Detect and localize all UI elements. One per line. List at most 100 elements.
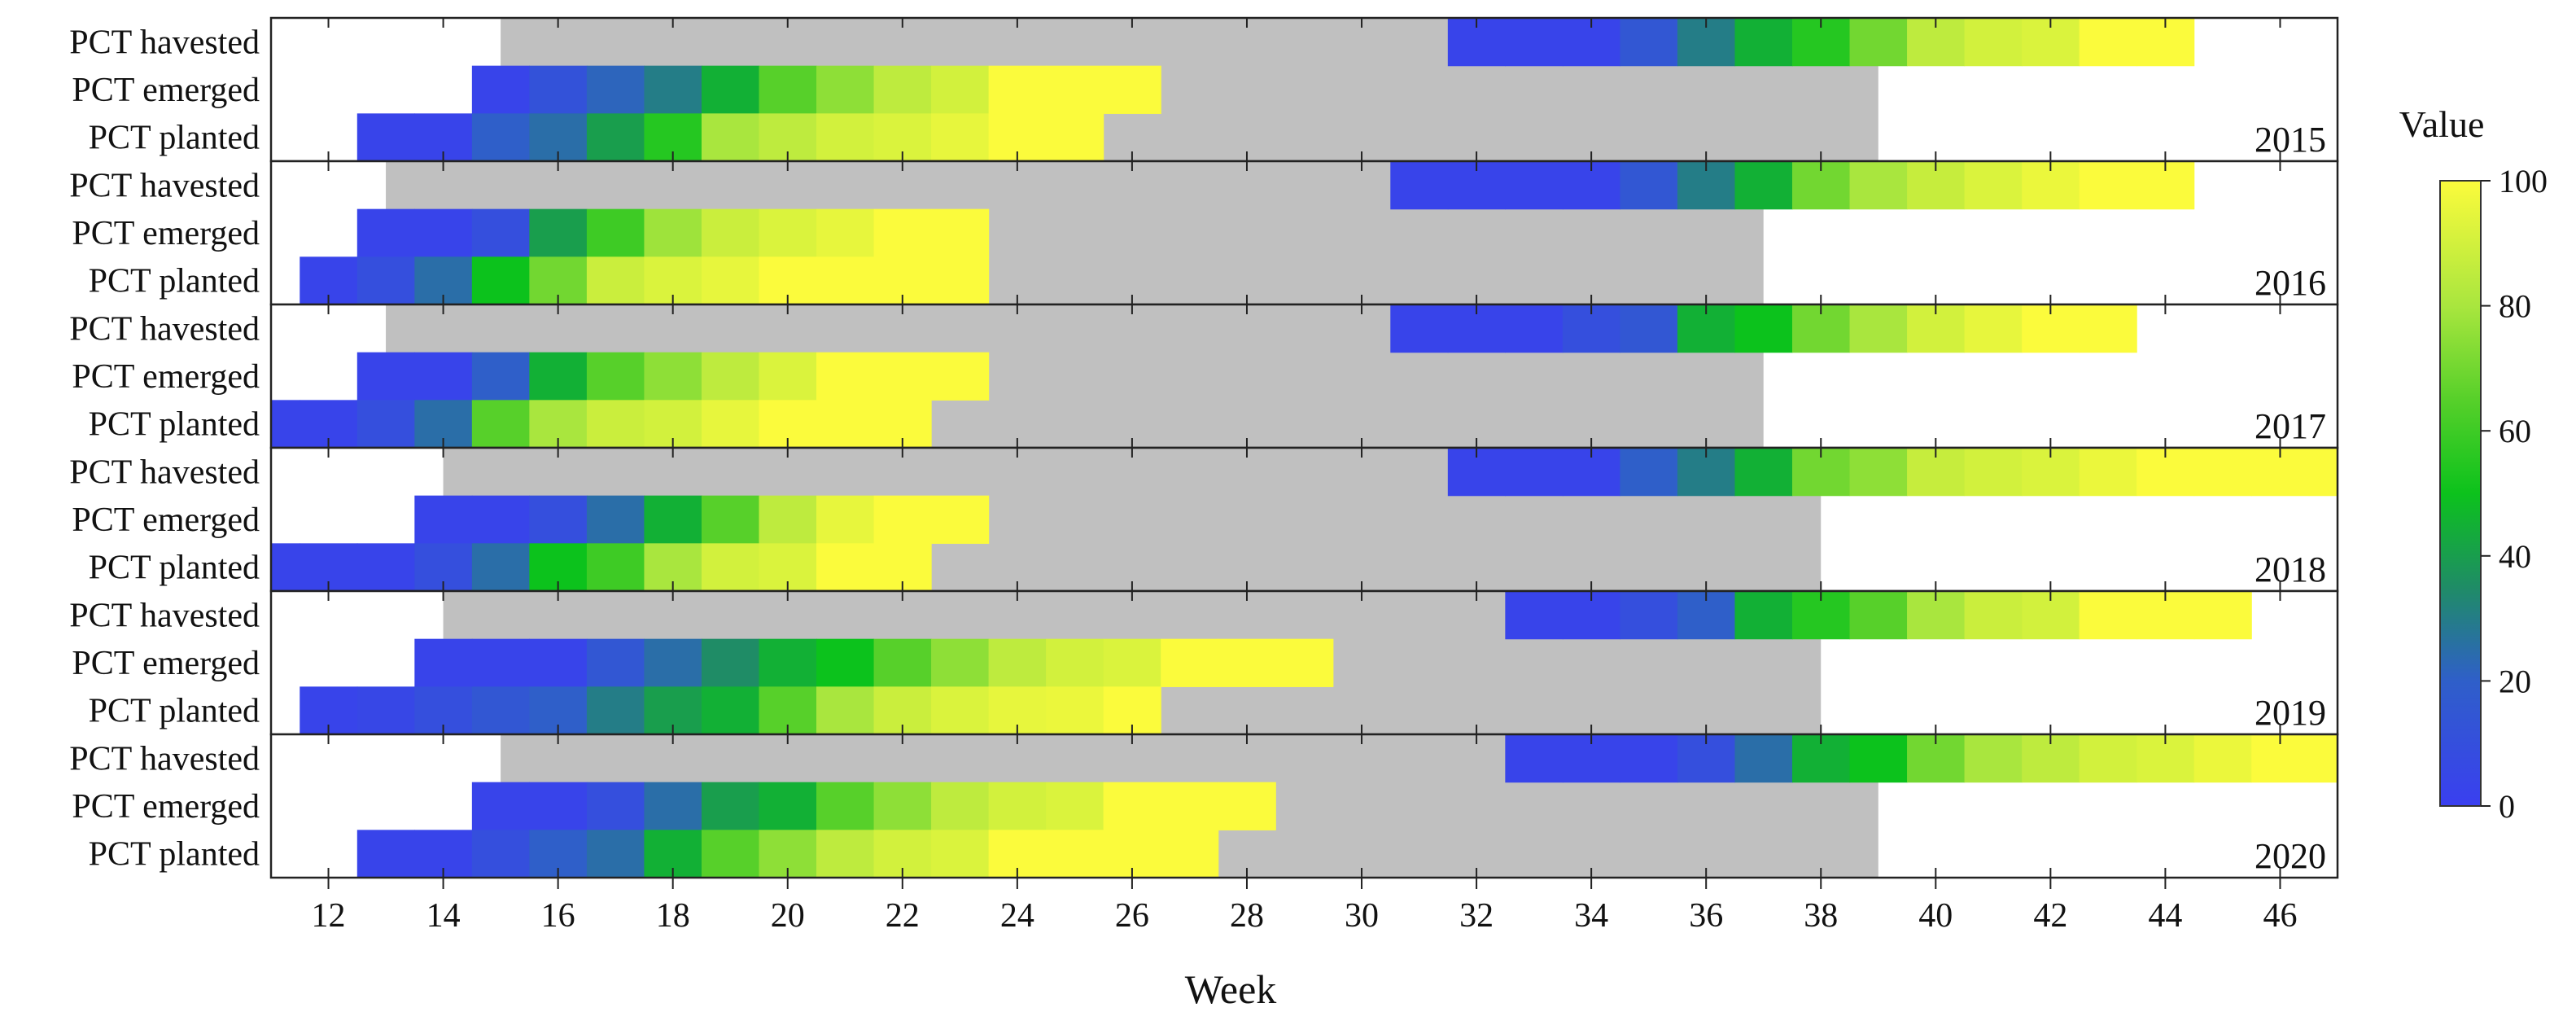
cell-havested-week-41 [1964,734,2023,783]
year-label: 2018 [2255,550,2326,589]
cell-planted-week-17 [586,830,645,878]
cell-emerged-week-25 [1046,65,1104,114]
x-tick-label: 46 [2263,897,2297,935]
cell-emerged-week-22 [873,352,932,401]
cell-havested-week-33 [1505,448,1564,497]
cell-emerged-week-21 [816,208,875,257]
cell-emerged-week-22 [873,495,932,544]
cell-havested-week-45 [2193,591,2252,640]
cell-emerged-week-20 [759,208,817,257]
cell-emerged-week-16 [529,782,588,830]
cell-havested-week-31 [1390,304,1449,353]
cell-planted-week-21 [816,543,875,592]
cell-emerged-week-24 [988,782,1047,830]
cell-emerged-week-21 [816,782,875,830]
x-tick-label: 18 [656,897,690,935]
row-label-havested: PCT havested [69,310,260,348]
x-tick-label: 28 [1230,897,1264,935]
row-label-emerged: PCT emerged [72,502,260,539]
cell-havested-week-33 [1505,18,1564,67]
cell-havested-week-41 [1964,161,2023,210]
cell-emerged-week-15 [471,208,530,257]
cell-planted-week-13 [356,543,415,592]
cell-planted-week-19 [701,543,760,592]
x-tick-label: 44 [2148,897,2182,935]
cell-planted-week-15 [471,256,530,305]
cell-emerged-week-17 [586,638,645,687]
cell-havested-week-37 [1734,304,1793,353]
cell-emerged-week-15 [471,495,530,544]
colorbar-tick-label: 60 [2499,413,2531,449]
cell-planted-week-13 [356,400,415,449]
panel-2016: PCT havested PCT emerged PCT planted 2016 [69,160,2339,306]
cell-planted-week-23 [931,830,990,878]
row-label-planted: PCT planted [89,836,260,874]
panel-2015: PCT havested PCT emerged PCT planted 2015 [69,16,2339,163]
cell-emerged-week-19 [701,782,760,830]
cell-planted-week-21 [816,113,875,162]
row-label-planted: PCT planted [89,263,260,300]
cell-emerged-week-27 [1161,638,1219,687]
x-axis-label: Week [1185,966,1277,1012]
cell-havested-week-43 [2079,448,2137,497]
panel-frame [269,733,2339,879]
colorbar-tick-label: 0 [2499,788,2515,825]
colorbar: Value 0 20 40 60 80 100 [2399,103,2548,825]
cell-emerged-week-15 [471,352,530,401]
x-tick-label: 14 [426,897,461,935]
cell-emerged-week-19 [701,65,760,114]
cell-havested-week-33 [1505,304,1564,353]
cell-emerged-week-16 [529,65,588,114]
x-tick-label: 22 [886,897,920,935]
cell-emerged-week-28 [1218,638,1276,687]
x-tick-label: 42 [2033,897,2067,935]
cell-emerged-week-24 [988,65,1047,114]
cell-emerged-week-18 [644,782,702,830]
panel-2017: PCT havested PCT emerged PCT planted 2017 [69,303,2339,449]
cell-havested-week-45 [2193,448,2252,497]
row-label-emerged: PCT emerged [72,358,260,396]
cell-emerged-week-22 [873,638,932,687]
colorbar-tick-label: 80 [2499,288,2531,325]
cell-planted-week-19 [701,400,760,449]
cell-havested-week-39 [1849,448,1908,497]
cell-emerged-week-18 [644,638,702,687]
cell-emerged-week-29 [1275,638,1334,687]
cell-emerged-week-20 [759,638,817,687]
x-tick-label: 30 [1345,897,1379,935]
cell-havested-week-43 [2079,734,2137,783]
cell-planted-week-17 [586,113,645,162]
cell-emerged-week-19 [701,638,760,687]
cell-planted-week-21 [816,686,875,735]
cell-emerged-week-25 [1046,782,1104,830]
cell-planted-week-13 [356,113,415,162]
cell-emerged-week-26 [1103,782,1161,830]
cell-emerged-week-16 [529,495,588,544]
cell-havested-week-39 [1849,591,1908,640]
cell-havested-week-33 [1505,734,1564,783]
cell-havested-week-39 [1849,18,1908,67]
cell-planted-week-15 [471,400,530,449]
year-label: 2019 [2255,693,2326,733]
cell-havested-week-35 [1620,18,1678,67]
cell-emerged-week-21 [816,638,875,687]
cell-emerged-week-18 [644,352,702,401]
cell-havested-week-35 [1620,448,1678,497]
cell-havested-week-41 [1964,448,2023,497]
cell-havested-week-35 [1620,161,1678,210]
cell-emerged-week-20 [759,495,817,544]
cell-emerged-week-26 [1103,638,1161,687]
cell-emerged-week-20 [759,352,817,401]
cell-emerged-week-23 [931,208,990,257]
cell-emerged-week-18 [644,65,702,114]
cell-emerged-week-17 [586,65,645,114]
cell-havested-week-41 [1964,591,2023,640]
cell-emerged-week-19 [701,352,760,401]
x-tick-label: 32 [1459,897,1494,935]
row-label-emerged: PCT emerged [72,72,260,109]
row-label-planted: PCT planted [89,406,260,444]
cell-emerged-week-23 [931,495,990,544]
cell-planted-week-15 [471,830,530,878]
cell-emerged-week-17 [586,352,645,401]
cell-havested-week-33 [1505,161,1564,210]
